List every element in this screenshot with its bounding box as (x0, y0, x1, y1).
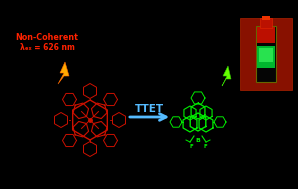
Text: F: F (189, 143, 193, 149)
Polygon shape (58, 62, 69, 84)
Polygon shape (222, 66, 231, 86)
Bar (262, 16, 270, 20)
Bar (257, 43, 275, 46)
Bar (260, 18, 272, 28)
Bar (257, 27, 275, 43)
Text: Non-Coherent: Non-Coherent (15, 33, 78, 43)
Text: F: F (203, 143, 207, 149)
Bar (240, 18, 292, 90)
Text: TTET: TTET (134, 104, 164, 114)
Bar (259, 48, 273, 62)
Bar (256, 26, 276, 82)
Text: B: B (195, 139, 201, 143)
Bar (257, 46, 275, 68)
Text: λₑₓ = 626 nm: λₑₓ = 626 nm (20, 43, 74, 51)
